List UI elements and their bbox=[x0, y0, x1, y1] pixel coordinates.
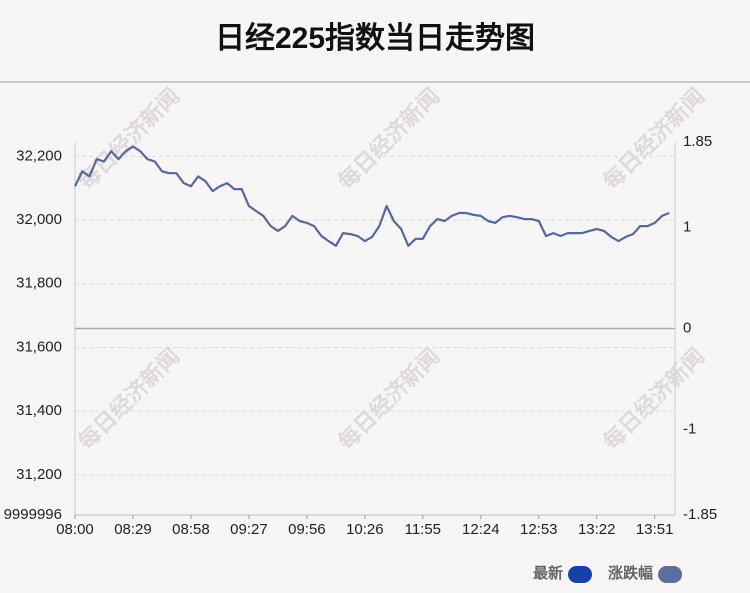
x-tick-label: 12:53 bbox=[520, 521, 558, 538]
y-tick-label: 32,200 bbox=[16, 147, 62, 164]
x-tick-label: 10:26 bbox=[346, 521, 384, 538]
y2-tick-label: -1 bbox=[683, 420, 696, 437]
y-tick-label: 9999996 bbox=[4, 506, 62, 523]
x-tick-label: 08:00 bbox=[56, 521, 94, 538]
y2-tick-label: 0 bbox=[683, 319, 691, 336]
x-tick-label: 09:56 bbox=[288, 521, 326, 538]
legend-swatch bbox=[568, 566, 593, 583]
y2-tick-label: -1.85 bbox=[683, 506, 717, 523]
y-tick-label: 31,200 bbox=[16, 466, 62, 483]
x-tick-label: 11:55 bbox=[405, 521, 441, 538]
x-tick-label: 12:24 bbox=[462, 521, 500, 538]
chart-title: 日经225指数当日走势图 bbox=[215, 21, 535, 55]
x-tick-label: 08:58 bbox=[172, 521, 210, 538]
y2-tick-label: 1.85 bbox=[683, 133, 712, 150]
y-tick-label: 32,000 bbox=[16, 211, 62, 228]
y-tick-label: 31,600 bbox=[16, 338, 62, 355]
y-tick-label: 31,800 bbox=[16, 275, 62, 292]
legend-label: 最新 bbox=[533, 564, 563, 582]
price-line bbox=[74, 145, 670, 247]
x-tick-label: 13:22 bbox=[578, 521, 616, 538]
y-tick-label: 31,400 bbox=[16, 402, 62, 419]
legend-label: 涨跌幅 bbox=[608, 564, 653, 582]
x-tick-label: 13:51 bbox=[636, 521, 674, 538]
legend-swatch bbox=[658, 566, 683, 583]
x-tick-label: 09:27 bbox=[230, 521, 268, 538]
x-tick-label: 08:29 bbox=[114, 521, 152, 538]
y2-tick-label: 1 bbox=[683, 219, 691, 236]
plot: 9999996 31,200 31,400 31,600 31,800 32,000 32,… bbox=[4, 133, 717, 583]
